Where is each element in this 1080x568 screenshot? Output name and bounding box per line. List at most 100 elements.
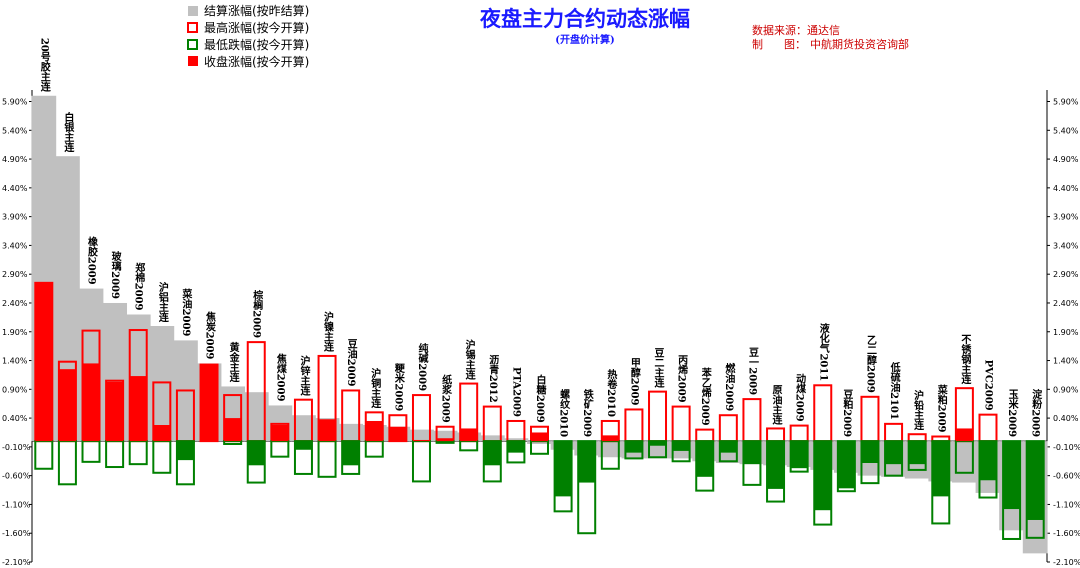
- category-label: 豆油2009: [345, 338, 357, 386]
- low-bar: [223, 440, 243, 445]
- y-tick-label-right: 5.40%: [1053, 126, 1079, 135]
- y-tick-label-right: 2.40%: [1053, 299, 1079, 308]
- close-bar: [672, 441, 690, 451]
- low-bar: [57, 440, 77, 486]
- close-bar: [885, 441, 903, 465]
- close-bar: [436, 438, 454, 442]
- legend: 结算涨幅(按昨结算) 最高涨幅(按今开算) 最低跌幅(按今开算) 收盘涨幅(按今…: [187, 3, 309, 69]
- close-bar: [743, 441, 761, 465]
- y-tick-label-left: 3.90%: [2, 213, 28, 222]
- category-label: 丙烯2009: [676, 355, 688, 403]
- close-bar: [979, 441, 997, 481]
- y-tick-label-right: -2.10%: [1053, 558, 1080, 567]
- category-label: 白银主连: [62, 111, 74, 153]
- legend-label-high: 最高涨幅(按今开算): [204, 20, 309, 35]
- category-label: 棕榈2009: [251, 289, 264, 338]
- category-label: 玻璃2009: [109, 250, 121, 299]
- y-tick-label-right: 1.40%: [1053, 357, 1079, 366]
- settle-bar: [527, 441, 552, 444]
- close-bar: [460, 428, 478, 442]
- category-label: 热卷2010: [605, 368, 618, 417]
- low-bar: [128, 440, 148, 466]
- legend-swatch-settle: [188, 6, 198, 16]
- close-bar: [625, 441, 643, 453]
- high-bar: [860, 395, 880, 443]
- close-bar: [1026, 441, 1044, 520]
- category-label: PVC2009: [982, 360, 993, 411]
- high-bar: [742, 398, 762, 443]
- y-tick-label-right: -1.10%: [1053, 500, 1080, 509]
- category-label: 原油主连: [770, 384, 782, 425]
- category-label: 沪铝主连: [156, 281, 168, 323]
- close-bar: [814, 441, 832, 511]
- close-bar: [294, 441, 312, 450]
- y-tick-label-left: 0.40%: [2, 414, 28, 423]
- legend-swatch-close: [188, 56, 198, 66]
- y-tick-label-left: 0.90%: [2, 385, 28, 394]
- category-label: 沥青2012: [487, 354, 499, 403]
- low-bar: [459, 440, 479, 452]
- plot-area: 5.90% 5.90% 5.40% 5.40% 4.90% 4.90% 4.40% 4.40%…: [2, 38, 1080, 567]
- settle-bar: [432, 430, 458, 442]
- high-bar: [624, 408, 644, 443]
- low-bar: [435, 440, 455, 444]
- high-bar: [695, 428, 715, 443]
- close-bar: [767, 441, 785, 489]
- high-bar: [907, 433, 927, 443]
- category-label: 橡胶2009: [86, 236, 98, 285]
- close-bar: [318, 419, 336, 442]
- settle-bar: [338, 423, 364, 442]
- low-bar: [105, 440, 125, 469]
- y-tick-label-left: -1.60%: [2, 529, 31, 538]
- category-label: 菜油2009: [180, 287, 193, 336]
- category-label: 铁矿2009: [581, 388, 593, 437]
- category-label: 动煤2009: [794, 373, 806, 422]
- y-tick-label-left: -0.60%: [2, 472, 31, 481]
- y-tick-label-left: 4.40%: [2, 184, 28, 193]
- category-label: 20号胶主连: [38, 38, 50, 93]
- category-label: 粳米2009: [392, 362, 405, 411]
- y-tick-label-right: 4.40%: [1053, 184, 1079, 193]
- category-label: 沪铜主连: [369, 367, 381, 409]
- close-bar: [837, 441, 855, 489]
- close-bar: [58, 369, 76, 442]
- category-label: 豆二主连: [652, 347, 664, 388]
- close-bar: [531, 432, 548, 442]
- category-label: 纸浆2009: [440, 374, 452, 423]
- low-bar: [364, 440, 384, 458]
- settle-bar: [479, 435, 505, 442]
- close-bar: [649, 441, 667, 446]
- category-label: 玉米2009: [1006, 389, 1018, 437]
- category-label: 螺纹2010: [558, 388, 570, 437]
- y-tick-label-left: 5.90%: [2, 98, 28, 107]
- chart-subtitle: (开盘价计算): [555, 33, 614, 46]
- legend-swatch-high: [187, 22, 198, 33]
- close-bar: [35, 282, 53, 442]
- y-tick-label-left: -1.10%: [2, 500, 31, 509]
- y-tick-label-right: -0.10%: [1053, 443, 1080, 452]
- author-value: 中航期货投资咨询部: [810, 37, 909, 51]
- y-tick-label-right: -1.60%: [1053, 529, 1080, 538]
- category-label: 黄金主连: [227, 341, 240, 383]
- legend-swatch-low: [187, 39, 198, 50]
- close-bar: [389, 426, 407, 442]
- low-bar: [411, 440, 431, 483]
- close-bar: [342, 441, 360, 466]
- category-label: 甲醇2009: [628, 357, 640, 405]
- category-label: 沪铅主连: [912, 389, 924, 431]
- high-bar: [648, 390, 668, 443]
- close-bar: [696, 441, 714, 477]
- category-label: 沪锌主连: [298, 354, 310, 396]
- close-bar: [932, 441, 950, 497]
- close-bar: [1003, 441, 1021, 510]
- y-tick-label-left: 1.90%: [2, 328, 28, 337]
- close-bar: [955, 428, 973, 442]
- y-tick-label-right: 0.40%: [1053, 414, 1079, 423]
- category-label: 纯碱2009: [416, 342, 428, 391]
- y-tick-label-right: 3.40%: [1053, 241, 1079, 250]
- settle-bar: [597, 441, 623, 458]
- close-bar: [106, 381, 124, 442]
- category-label: 豆粕2009: [841, 389, 853, 437]
- y-tick-label-right: 1.90%: [1053, 328, 1079, 337]
- y-tick-label-left: 2.40%: [2, 299, 28, 308]
